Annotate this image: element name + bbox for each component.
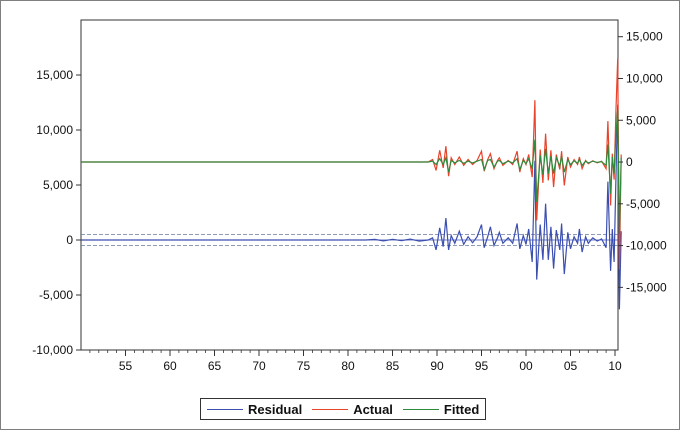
left-y-tick-label: -5,000: [39, 288, 73, 302]
x-tick-label: 55: [119, 359, 133, 373]
plot-area: [80, 19, 619, 351]
right-y-tick-label: 10,000: [626, 71, 663, 85]
left-y-tick-label: 15,000: [36, 68, 73, 82]
series-line-fitted: [81, 109, 622, 234]
x-tick-label: 60: [163, 359, 177, 373]
left-y-tick-label: -10,000: [32, 343, 73, 357]
x-tick-label: 00: [519, 359, 533, 373]
x-tick-label: 10: [608, 359, 622, 373]
legend-item-fitted: Fitted: [402, 401, 480, 417]
left-y-tick-label: 0: [66, 233, 73, 247]
x-tick-label: 80: [341, 359, 355, 373]
right-y-tick-label: -15,000: [626, 280, 667, 294]
right-y-tick-label: 15,000: [626, 30, 663, 44]
right-y-tick-label: -10,000: [626, 239, 667, 253]
left-y-tick-label: 10,000: [36, 123, 73, 137]
legend-label-residual: Residual: [248, 401, 303, 417]
legend-swatch-residual: [207, 408, 243, 410]
right-y-tick-label: 5,000: [626, 113, 656, 127]
legend-swatch-fitted: [402, 408, 439, 410]
legend: Residual Actual Fitted: [200, 398, 487, 420]
legend-item-actual: Actual: [312, 402, 393, 417]
x-tick-label: 90: [430, 359, 444, 373]
x-tick-label: 65: [208, 359, 222, 373]
left-y-tick-label: 5,000: [43, 178, 73, 192]
x-tick-label: 85: [386, 359, 400, 373]
legend-label-actual: Actual: [353, 401, 393, 417]
axis-layer: 15,000 10,000 5,000 0 -5,000 -10,000 -15,000 15…: [32, 30, 667, 373]
x-tick-label: 75: [297, 359, 311, 373]
series-layer: [81, 58, 622, 310]
right-y-tick-label: 0: [626, 155, 633, 169]
x-tick-label: 95: [475, 359, 489, 373]
x-tick-label: 05: [564, 359, 578, 373]
x-tick-label: 70: [252, 359, 266, 373]
series-line-residual: [81, 104, 622, 310]
legend-swatch-actual: [312, 408, 349, 410]
right-y-tick-label: -5,000: [626, 197, 660, 211]
legend-item-residual: Residual: [207, 402, 302, 417]
legend-label-fitted: Fitted: [443, 401, 480, 417]
